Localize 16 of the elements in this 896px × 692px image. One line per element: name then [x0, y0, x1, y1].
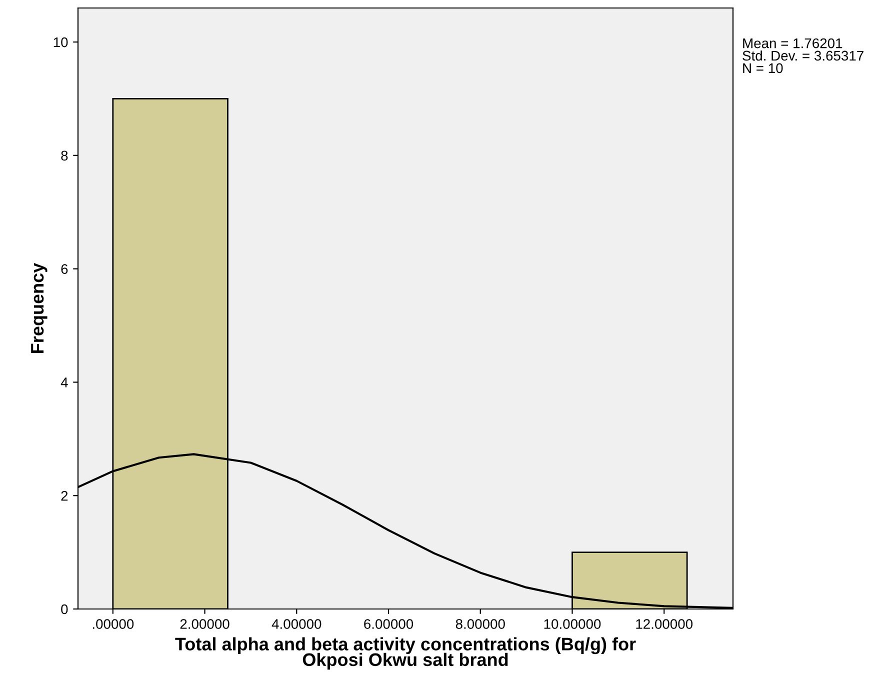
y-tick-label: 8	[61, 150, 68, 161]
x-tick-label: 12.00000	[636, 619, 693, 629]
y-tick-label: 0	[61, 604, 68, 614]
y-tick-label: 10	[54, 37, 68, 48]
y-tick-label: 2	[61, 490, 68, 501]
y-tick-label: 6	[61, 264, 68, 274]
x-axis-title: Total alpha and beta activity concentrations (Bq/g) for Okposi Okwu salt brand	[175, 637, 636, 670]
y-tick-label: 4	[60, 378, 68, 388]
x-tick-label: 2.00000	[180, 619, 230, 629]
x-tick-label: 8.00000	[456, 619, 505, 629]
x-tick-label: 10.00000	[544, 619, 601, 629]
x-tick-label: 4.00000	[272, 619, 322, 629]
x-tick-label: .00000	[92, 619, 134, 629]
text: Mean = 1.76201 Std. Dev. = 3.65317 N = 10	[742, 38, 864, 74]
x-tick-label: 6.00000	[364, 619, 414, 629]
y-axis-title: Frequency	[31, 262, 48, 353]
